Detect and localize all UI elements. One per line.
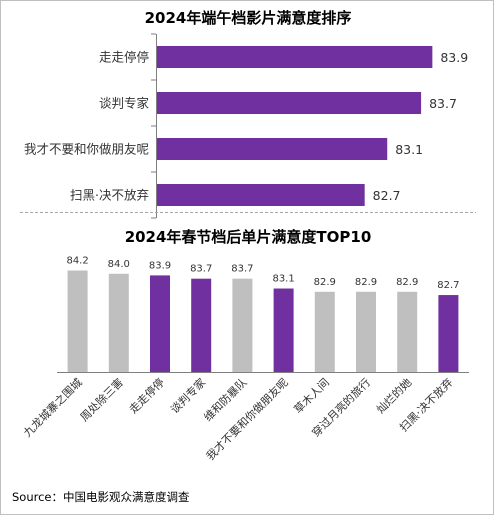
- chart1-data-label: 82.7: [373, 188, 401, 203]
- chart1-data-label: 83.9: [440, 50, 468, 65]
- chart2-data-label: 83.7: [190, 264, 212, 275]
- chart1-title: 2024年端午档影片满意度排序: [145, 9, 352, 27]
- chart2-bar: [108, 273, 129, 372]
- chart2-bar: [232, 278, 253, 372]
- chart2-data-label: 82.9: [314, 277, 336, 288]
- chart1-bar: [157, 184, 365, 206]
- chart2-category-label: 九龙城寨之围城: [20, 375, 84, 439]
- chart1-bar: [157, 138, 388, 160]
- chart2-bar: [150, 275, 170, 372]
- chart2-data-label: 82.7: [437, 280, 459, 291]
- chart1-category-label: 扫黑·决不放弃: [70, 188, 149, 203]
- chart2-bar: [273, 288, 294, 372]
- chart2-category-label: 灿烂的她: [373, 375, 414, 416]
- chart2-data-label: 83.9: [149, 260, 171, 271]
- chart2-data-label: 83.1: [272, 274, 294, 285]
- chart2-bar: [314, 291, 335, 372]
- chart2-bar: [356, 291, 376, 372]
- chart2-category-label: 走走停停: [126, 375, 167, 416]
- chart2-bar: [191, 278, 212, 372]
- chart2-data-label: 84.0: [108, 259, 130, 270]
- chart1-category-label: 谈判专家: [99, 96, 150, 111]
- chart1-category-label: 我才不要和你做朋友呢: [24, 142, 149, 157]
- chart2-data-label: 82.9: [396, 277, 418, 288]
- chart2-title: 2024年春节档后单片满意度TOP10: [125, 228, 372, 246]
- chart1-data-label: 83.1: [395, 142, 423, 157]
- chart2-bar: [397, 291, 418, 372]
- chart2-bar: [67, 270, 88, 372]
- chart2-category-label: 草木人间: [292, 376, 332, 416]
- chart1-plot: 走走停停 83.9 谈判专家 83.7 我才不要和你做朋友呢 83.1 扫黑·决不放弃 82.…: [24, 33, 468, 219]
- chart2-category-label: 周处除三害: [77, 375, 126, 424]
- chart1-data-label: 83.7: [429, 96, 457, 111]
- chart2-bar: [438, 295, 459, 372]
- chart1-bar: [157, 46, 433, 68]
- chart2-category-label: 谈判专家: [167, 375, 208, 416]
- chart2-category-label: 我才不要和你做朋友呢: [203, 375, 291, 463]
- chart2-data-label: 84.2: [66, 256, 88, 267]
- chart2-data-label: 83.7: [231, 264, 253, 275]
- chart1-bar: [157, 92, 422, 114]
- chart2-plot: 84.2 九龙城寨之围城 84.0 周处除三害 83.9 走走停停 83.7 谈判专家 83.7…: [20, 256, 469, 463]
- source-note: Source：中国电影观众满意度调查: [12, 490, 190, 504]
- chart2-data-label: 82.9: [355, 277, 377, 288]
- chart1-category-label: 走走停停: [99, 50, 149, 65]
